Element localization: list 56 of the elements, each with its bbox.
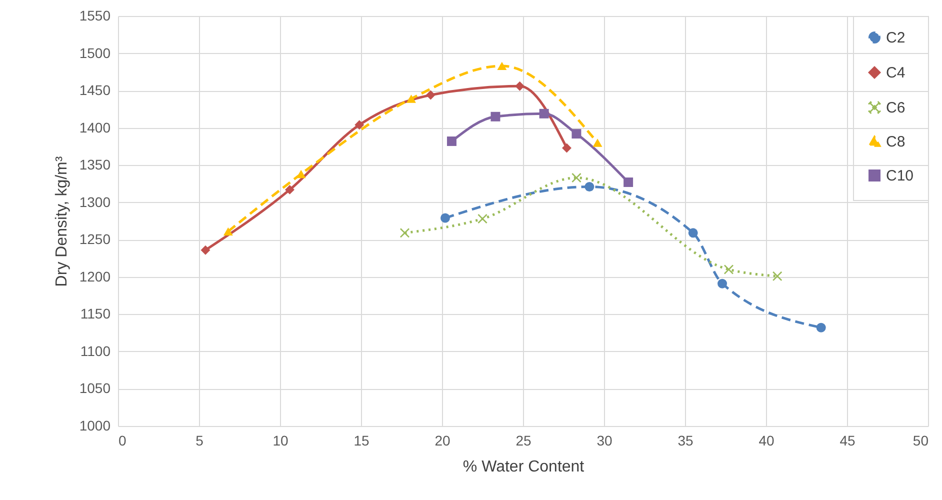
point: [426, 90, 436, 100]
legend-label: C10: [886, 168, 914, 184]
x-axis-title: % Water Content: [462, 458, 585, 476]
point: [406, 94, 416, 103]
legend-label: C2: [886, 30, 906, 46]
legend-label: C4: [886, 64, 906, 82]
point: [584, 182, 594, 192]
point: [724, 264, 734, 274]
x-tick-label: 5: [196, 432, 204, 448]
x-tick-label: 10: [272, 432, 288, 448]
y-axis-title: Dry Density, kg/m³: [53, 156, 70, 287]
y-tick-label: 1550: [79, 8, 111, 24]
y-tick-label: 1500: [79, 44, 111, 61]
x-tick-label: 35: [678, 432, 694, 448]
x-tick-label: 15: [354, 432, 370, 448]
point: [562, 143, 572, 153]
point: [772, 271, 782, 281]
x-tick-label: 40: [758, 432, 774, 448]
point: [490, 112, 500, 122]
x-tick-label: 50: [912, 432, 929, 448]
legend-label: C6: [886, 100, 906, 116]
y-tick-label: 1200: [79, 268, 111, 284]
x-tick-label: 25: [516, 432, 532, 448]
point: [816, 322, 826, 332]
y-tick-label: 1300: [79, 194, 111, 210]
y-tick-label: 1250: [79, 231, 111, 248]
y-tick-label: 1450: [79, 82, 111, 98]
point: [688, 228, 698, 238]
point: [400, 228, 410, 238]
point: [624, 177, 634, 187]
point: [354, 120, 364, 130]
point: [446, 136, 456, 146]
point: [296, 170, 306, 178]
point: [223, 227, 233, 236]
y-tick-label: 1100: [80, 342, 111, 359]
x-tick-label: 0: [118, 432, 126, 448]
point: [572, 129, 582, 139]
point: [572, 173, 582, 183]
point: [200, 245, 210, 255]
x-tick-label: 20: [434, 432, 450, 448]
x-tick-label: 30: [596, 432, 612, 448]
point: [515, 81, 525, 91]
point: [284, 184, 294, 194]
point: [592, 138, 602, 147]
y-tick-label: 1350: [79, 156, 111, 173]
point: [497, 62, 507, 70]
y-tick-label: 1150: [80, 306, 111, 322]
point: [478, 214, 488, 224]
point: [718, 278, 728, 288]
point: [539, 108, 549, 118]
point: [440, 213, 450, 223]
x-tick-label: 45: [840, 432, 856, 448]
y-tick-label: 1400: [79, 119, 111, 136]
y-tick-label: 1000: [79, 418, 111, 434]
y-tick-label: 1050: [79, 380, 111, 396]
legend-label: C8: [886, 134, 906, 150]
